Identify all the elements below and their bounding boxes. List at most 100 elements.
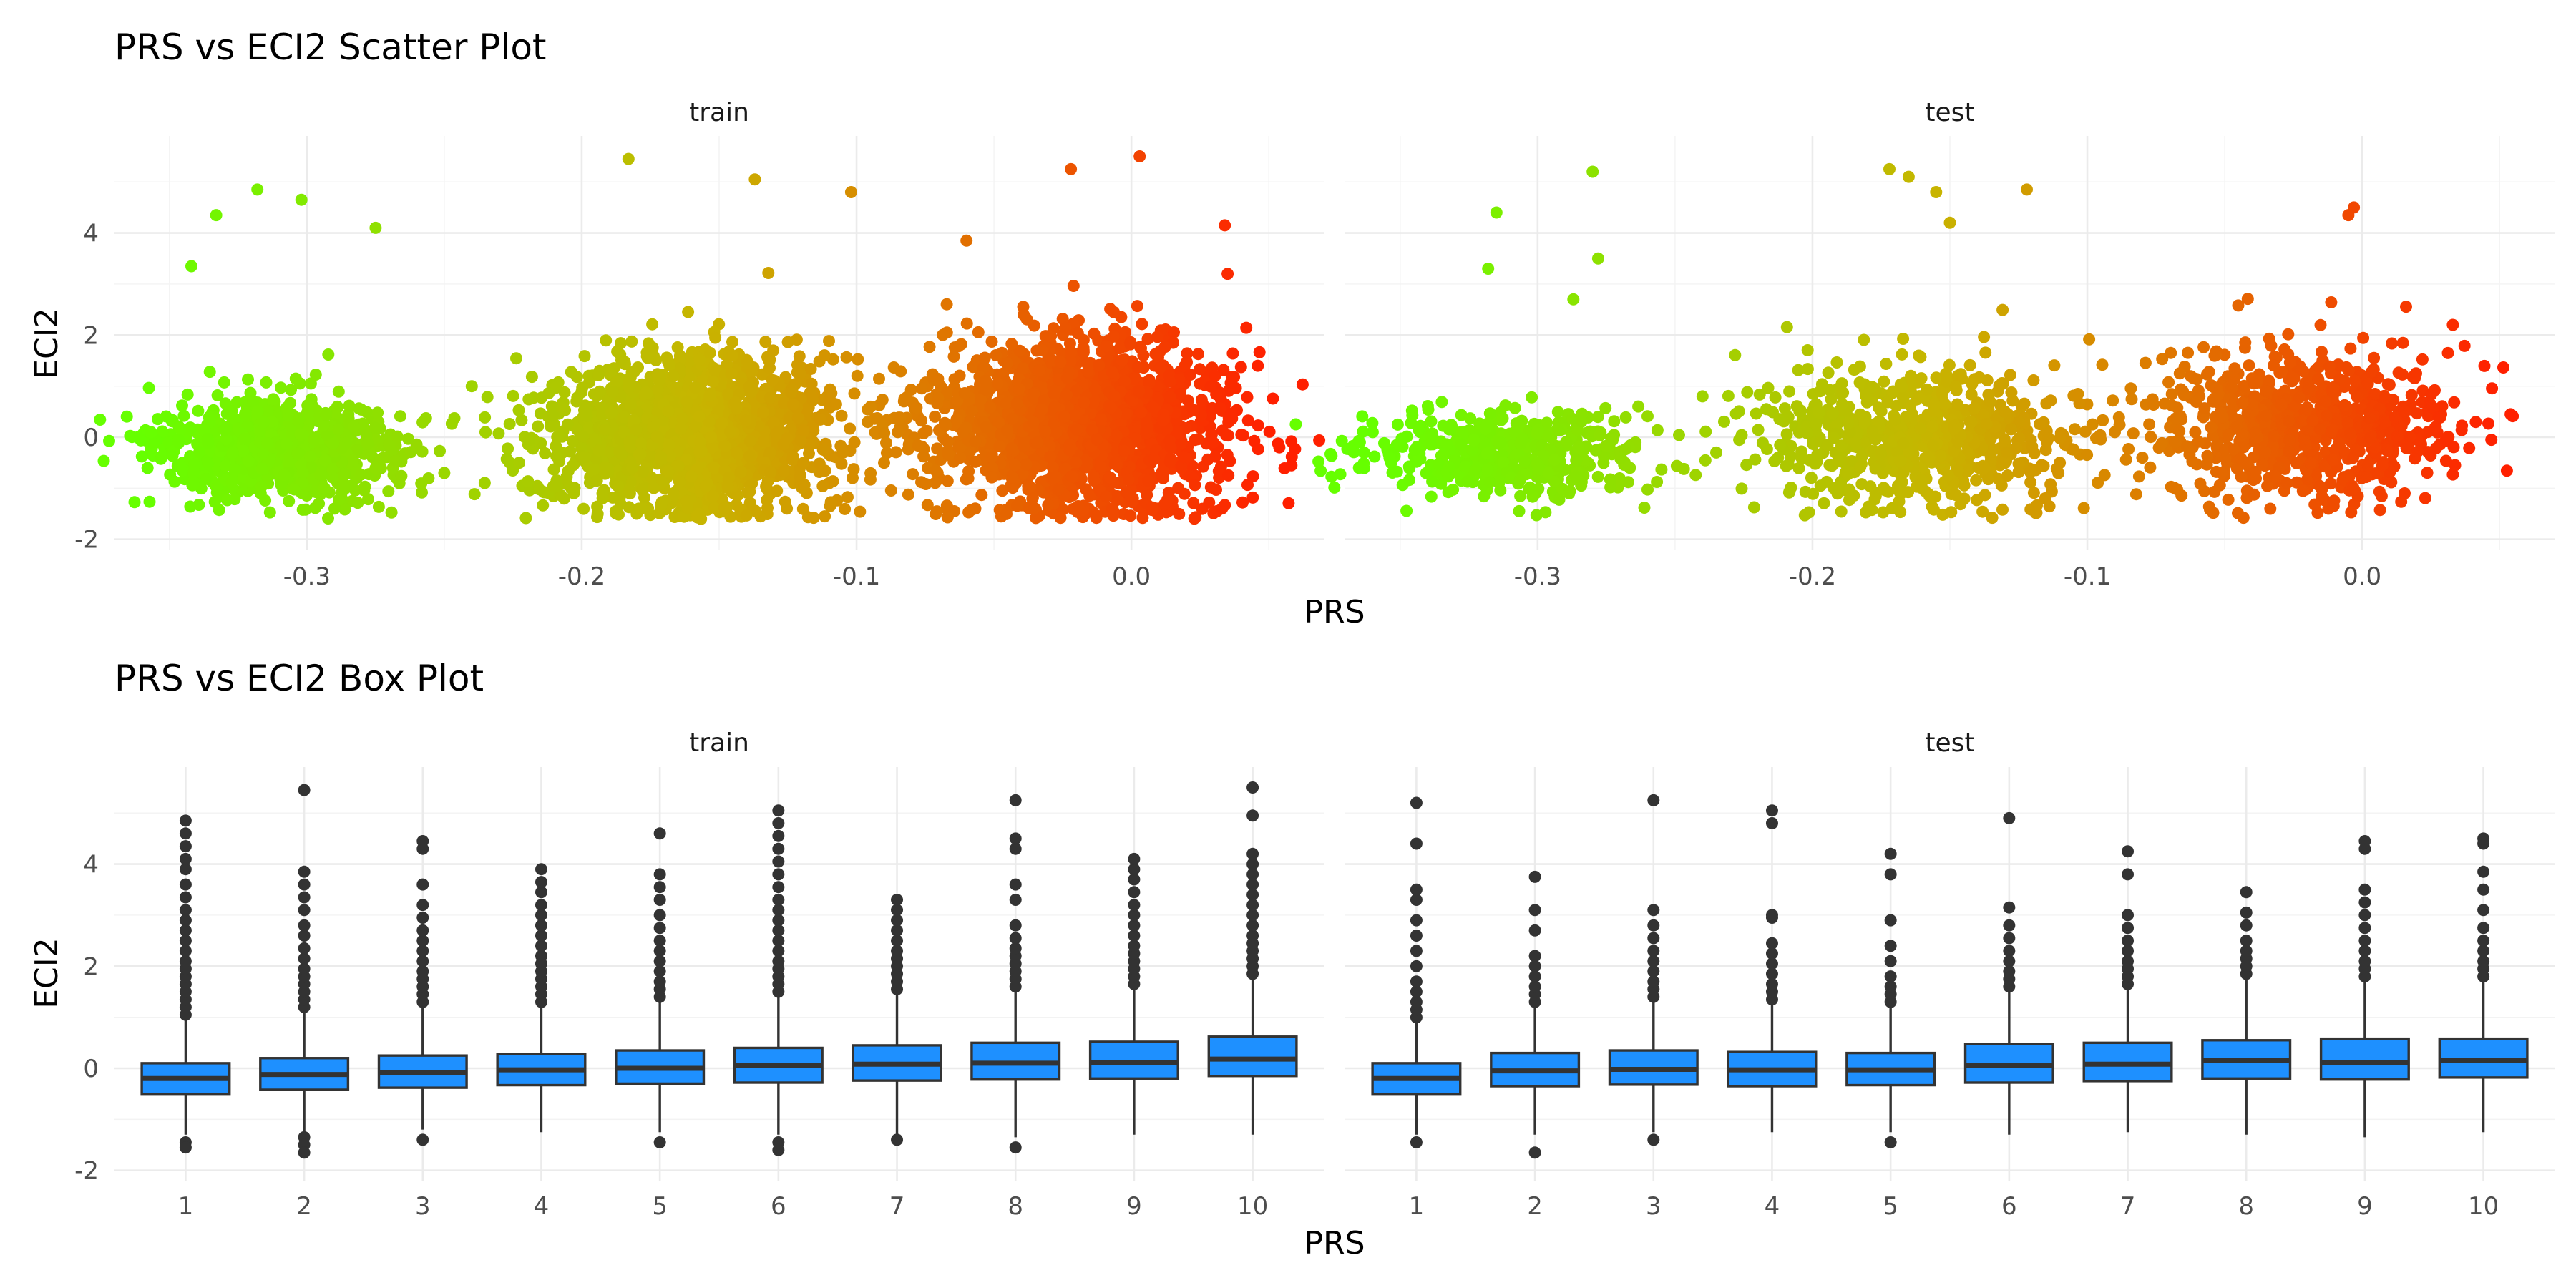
scatter-point <box>547 409 559 421</box>
scatter-point <box>1033 364 1045 377</box>
scatter-point <box>1464 412 1477 425</box>
scatter-point <box>1252 359 1264 372</box>
scatter-point <box>1204 481 1217 494</box>
scatter-point <box>1177 451 1190 464</box>
scatter-point <box>932 373 945 385</box>
scatter-y-tick-label: 2 <box>83 321 99 350</box>
scatter-point <box>844 186 857 198</box>
scatter-point <box>1523 482 1536 495</box>
scatter-point <box>1493 436 1506 449</box>
scatter-point <box>932 392 945 404</box>
scatter-point <box>567 487 580 499</box>
scatter-point <box>1093 358 1106 371</box>
scatter-point <box>623 436 636 449</box>
scatter-point <box>940 419 952 431</box>
scatter-point <box>228 413 241 425</box>
scatter-point <box>166 449 179 462</box>
scatter-point <box>1173 507 1186 520</box>
scatter-strip-train: train <box>689 98 749 127</box>
scatter-point <box>873 372 885 385</box>
scatter-point <box>836 447 849 459</box>
scatter-point <box>261 404 274 417</box>
scatter-point <box>210 209 223 222</box>
scatter-point <box>1083 489 1096 502</box>
scatter-point <box>416 486 428 499</box>
scatter-point <box>1443 423 1455 436</box>
scatter-point <box>984 401 997 414</box>
scatter-point <box>1897 333 1910 345</box>
scatter-point <box>757 406 769 419</box>
scatter-point <box>1413 423 1425 436</box>
scatter-point <box>941 435 954 448</box>
scatter-point <box>1425 415 1438 428</box>
scatter-point <box>723 426 736 438</box>
scatter-point <box>564 445 577 458</box>
scatter-point <box>371 406 384 419</box>
scatter-x-tick-label: -0.1 <box>833 562 880 591</box>
scatter-point <box>263 506 276 519</box>
scatter-point <box>1095 413 1107 426</box>
scatter-point <box>296 467 309 479</box>
scatter-point <box>1718 415 1730 428</box>
scatter-point <box>972 326 985 338</box>
scatter-point <box>1192 348 1204 361</box>
scatter-point <box>1591 470 1604 483</box>
scatter-point <box>326 462 338 475</box>
scatter-point <box>1729 348 1742 361</box>
scatter-point <box>1468 434 1480 447</box>
scatter-point <box>295 193 308 206</box>
scatter-point <box>930 505 943 518</box>
scatter-point <box>1131 361 1144 374</box>
scatter-point <box>1455 426 1468 438</box>
scatter-point <box>706 441 718 454</box>
scatter-point <box>259 494 272 507</box>
scatter-point <box>239 408 251 421</box>
scatter-point <box>1753 388 1766 401</box>
scatter-point <box>1563 487 1576 499</box>
scatter-point <box>1335 434 1348 447</box>
scatter-point <box>1483 476 1496 488</box>
scatter-point <box>576 430 589 443</box>
scatter-point <box>201 433 214 446</box>
scatter-point <box>1203 496 1216 509</box>
scatter-point <box>625 335 638 348</box>
scatter-point <box>764 466 777 479</box>
scatter-point <box>1599 401 1612 414</box>
scatter-point <box>1078 396 1091 409</box>
scatter-point <box>1089 509 1102 522</box>
scatter-point <box>777 465 790 478</box>
scatter-point <box>915 382 928 395</box>
scatter-point <box>650 430 663 443</box>
scatter-point <box>1822 366 1835 379</box>
scatter-point <box>745 386 757 399</box>
scatter-point <box>448 412 461 424</box>
scatter-point <box>614 497 627 510</box>
scatter-point <box>308 433 321 446</box>
scatter-point <box>1123 473 1135 486</box>
scatter-point <box>1065 470 1078 483</box>
scatter-point <box>304 450 316 463</box>
scatter-point <box>382 485 395 498</box>
scatter-point <box>580 410 593 422</box>
scatter-point <box>960 317 973 330</box>
scatter-point <box>1178 487 1191 500</box>
scatter-point <box>1071 327 1084 340</box>
scatter-points-train <box>94 150 1358 525</box>
scatter-point <box>854 505 867 518</box>
scatter-point <box>1135 406 1148 419</box>
scatter-point <box>699 480 712 492</box>
scatter-point <box>1481 463 1494 476</box>
scatter-point <box>1641 410 1654 423</box>
scatter-point <box>680 494 693 507</box>
scatter-point <box>797 424 810 436</box>
scatter-point <box>391 430 404 443</box>
scatter-point <box>848 436 861 449</box>
scatter-point <box>247 395 260 408</box>
scatter-point <box>280 437 293 450</box>
scatter-point <box>950 413 963 426</box>
scatter-point <box>192 499 205 511</box>
scatter-point <box>1673 429 1685 441</box>
scatter-point <box>1163 375 1176 388</box>
scatter-point <box>565 366 577 379</box>
scatter-point <box>251 405 264 418</box>
